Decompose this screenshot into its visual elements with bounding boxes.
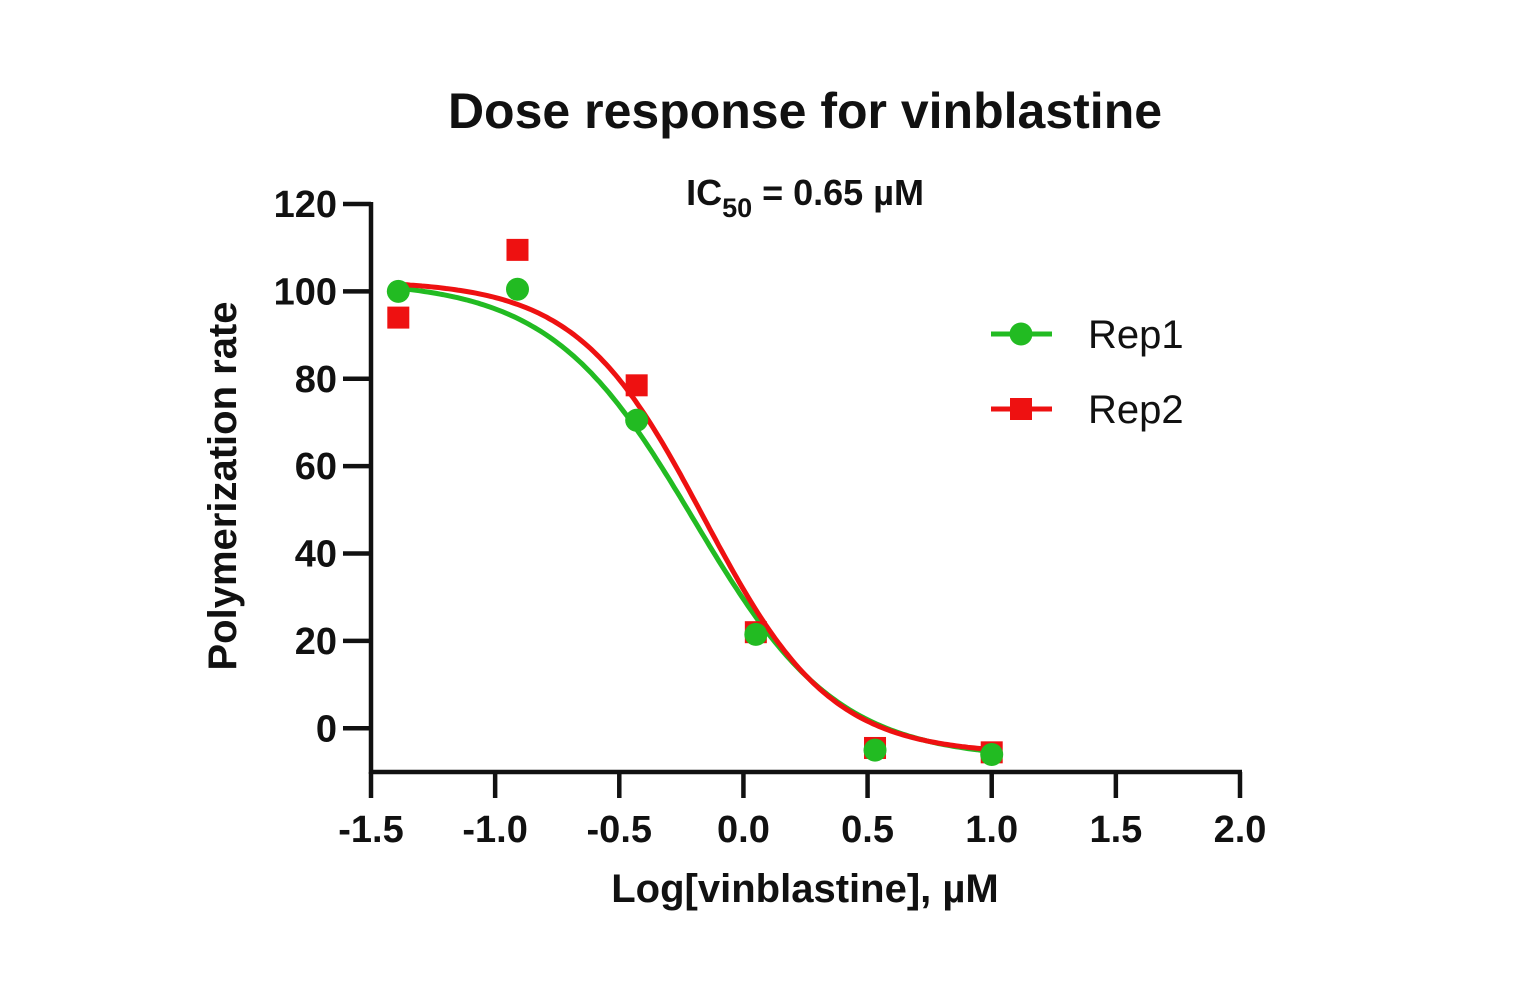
fit-curve-rep1 [398, 285, 992, 754]
x-tick-label: 1.0 [965, 809, 1018, 851]
data-point-rep1 [386, 279, 410, 303]
data-point-rep1 [505, 277, 529, 301]
chart-title: Dose response for vinblastine [448, 83, 1162, 139]
y-tick-label: 120 [274, 184, 337, 226]
x-tick-label: 1.5 [1089, 809, 1142, 851]
data-point-rep2 [506, 238, 529, 261]
subtitle-subscript: 50 [722, 193, 752, 223]
subtitle-prefix: IC [686, 172, 722, 213]
data-point-rep1 [625, 408, 649, 432]
x-axis-ticks: -1.5 -1.0 -0.5 0.0 0.5 1.0 1.5 2.0 [338, 772, 1266, 851]
x-axis-label: Log[vinblastine], µM [611, 867, 998, 911]
data-markers [386, 238, 1004, 767]
data-point-rep1 [863, 738, 887, 762]
y-axis-label: Polymerization rate [201, 301, 245, 670]
y-tick-label: 20 [295, 621, 337, 663]
y-axis-ticks: 0 20 40 60 80 100 120 [274, 184, 371, 750]
data-point-rep1 [744, 622, 768, 646]
y-tick-label: 80 [295, 359, 337, 401]
y-tick-label: 40 [295, 534, 337, 576]
chart-subtitle: IC50 = 0.65 µM [686, 172, 924, 223]
legend-marker-rep2 [1010, 398, 1032, 420]
data-point-rep1 [980, 743, 1004, 767]
data-point-rep2 [387, 306, 410, 329]
data-point-rep2 [625, 374, 648, 397]
y-tick-label: 60 [295, 446, 337, 488]
legend-label-rep1: Rep1 [1088, 313, 1184, 357]
legend: Rep1 Rep2 [991, 313, 1184, 432]
x-tick-label: 0.0 [717, 809, 770, 851]
y-tick-label: 0 [316, 708, 337, 750]
fit-curves [398, 281, 992, 754]
x-tick-label: -0.5 [587, 809, 652, 851]
x-tick-label: 2.0 [1214, 809, 1267, 851]
x-tick-label: -1.5 [338, 809, 403, 851]
legend-marker-rep1 [1009, 322, 1033, 346]
x-tick-label: -1.0 [462, 809, 527, 851]
legend-label-rep2: Rep2 [1088, 388, 1184, 432]
fit-curve-rep2 [398, 281, 992, 752]
subtitle-suffix: = 0.65 µM [752, 172, 924, 213]
y-tick-label: 100 [274, 271, 337, 313]
x-tick-label: 0.5 [841, 809, 894, 851]
